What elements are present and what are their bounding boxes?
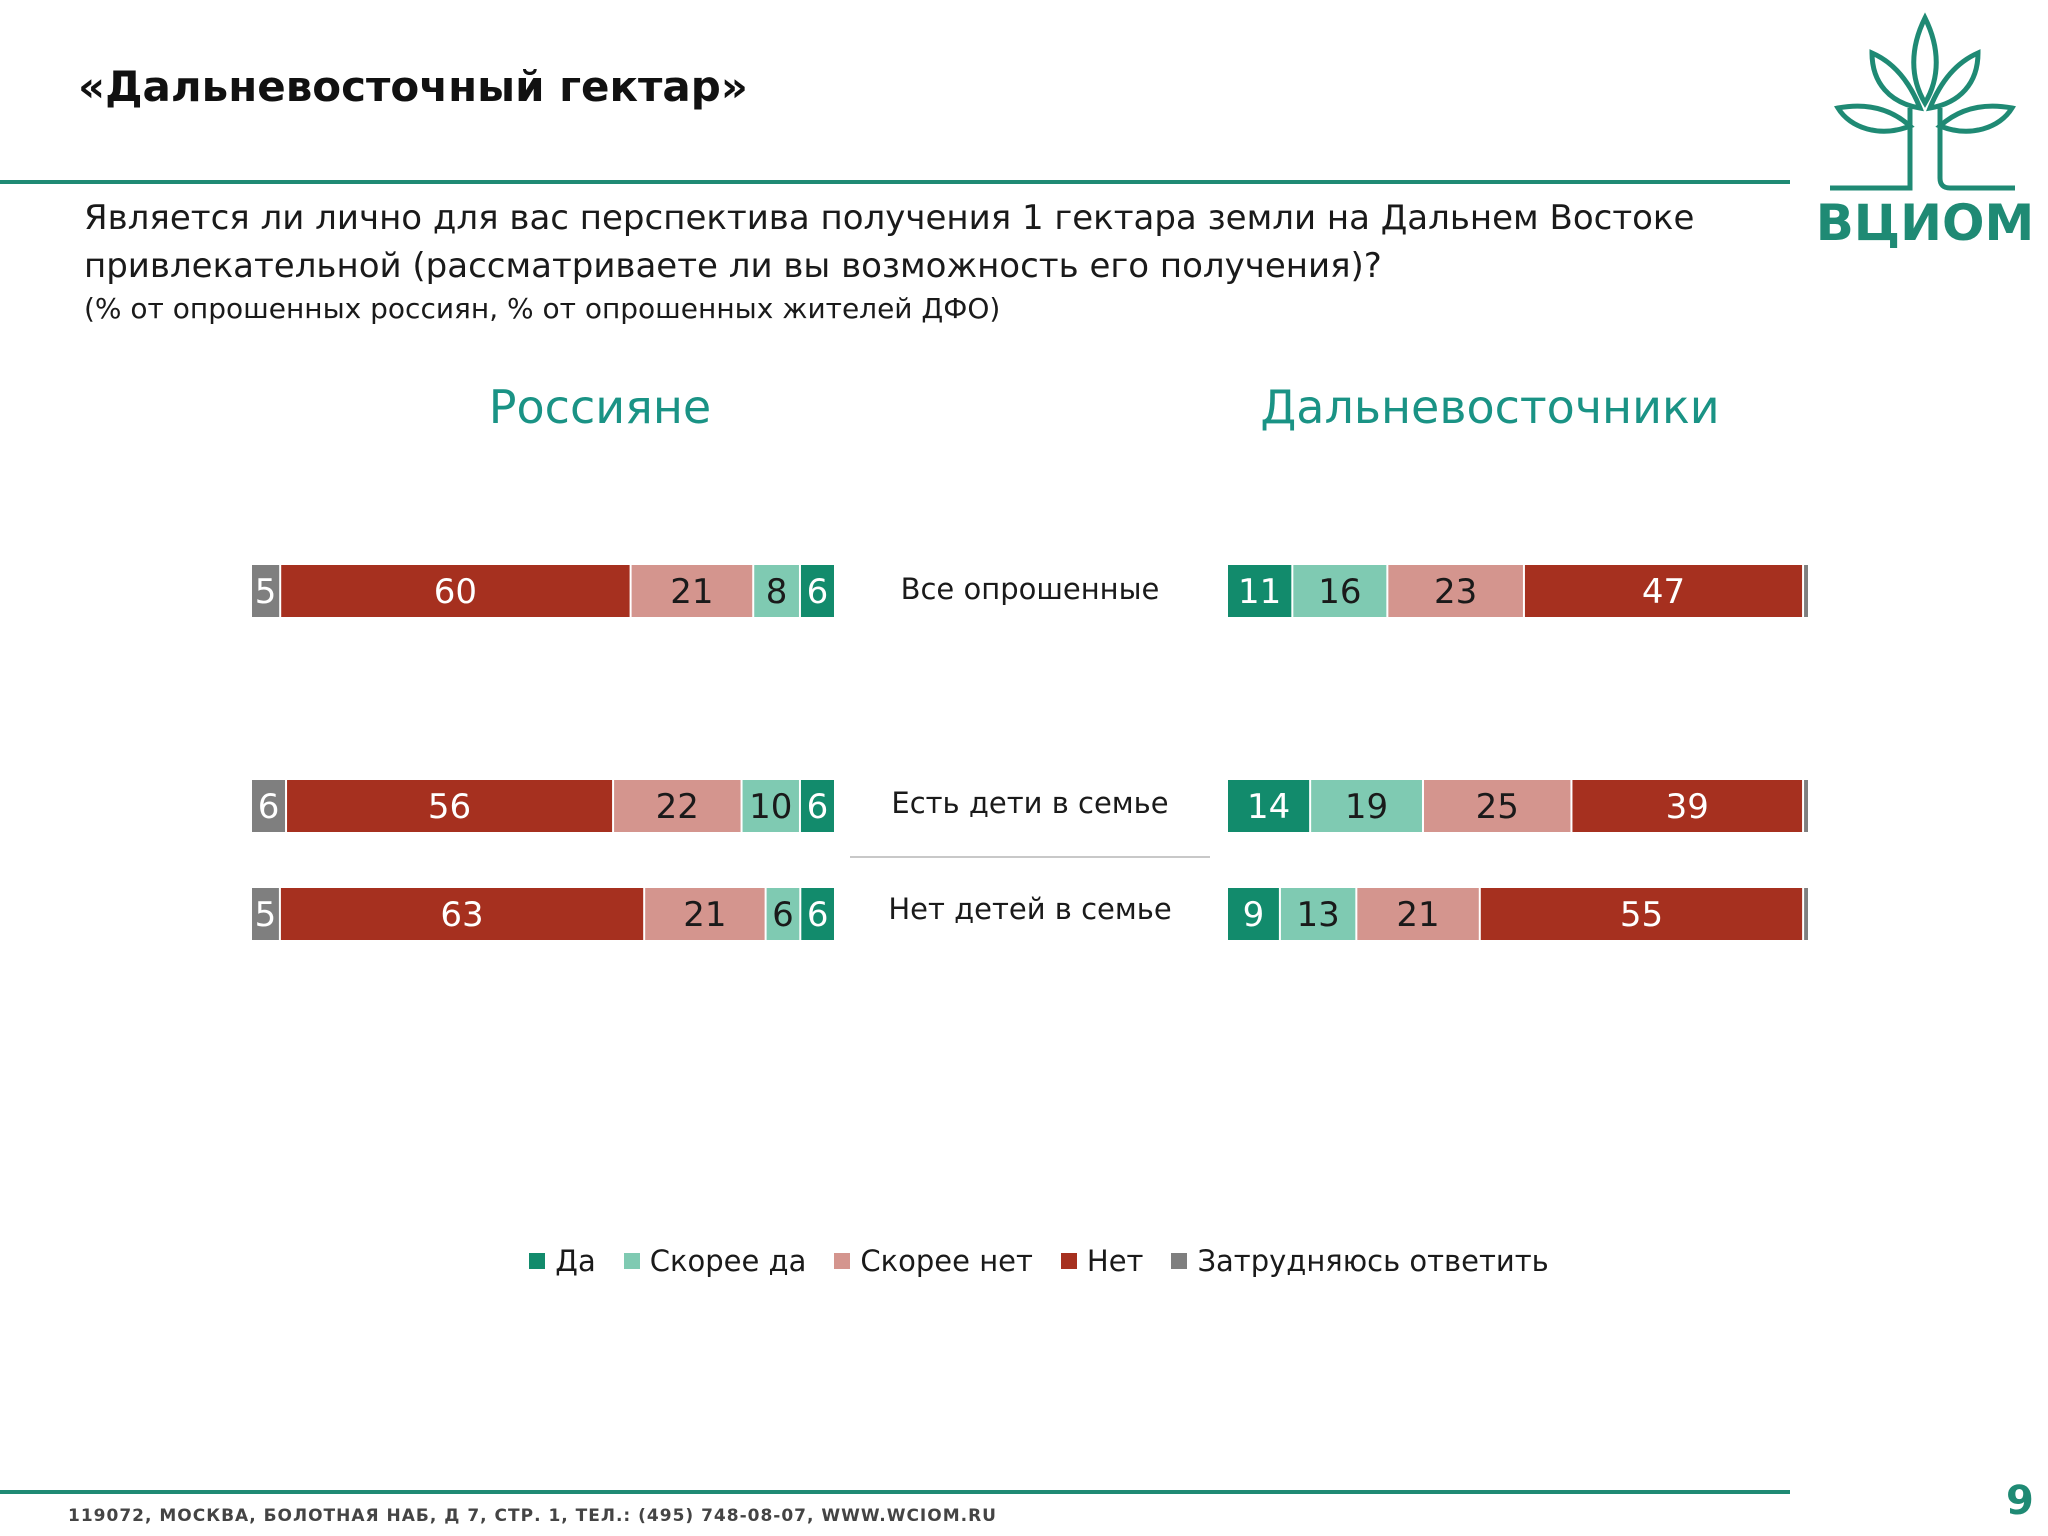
legend-label: Да — [555, 1244, 596, 1278]
bar-value-label: 19 — [1345, 787, 1388, 827]
survey-question: Является ли лично для вас перспектива по… — [84, 194, 1724, 290]
bar-segment — [801, 888, 834, 940]
bar-segment — [252, 780, 286, 832]
bar-segment — [1228, 780, 1310, 832]
legend-label: Нет — [1086, 1244, 1144, 1278]
category-divider — [850, 856, 1210, 858]
bar-segment — [1357, 888, 1479, 940]
bar-value-label: 21 — [683, 895, 726, 935]
legend-label: Скорее нет — [860, 1244, 1033, 1278]
legend-item-no: Нет — [1060, 1244, 1144, 1278]
bar-value-label: 10 — [749, 787, 792, 827]
bar-value-label: 6 — [807, 572, 829, 612]
bar-value-label: 39 — [1666, 787, 1709, 827]
bar-value-label: 6 — [807, 787, 829, 827]
bar-segment — [1280, 888, 1356, 940]
legend-label: Скорее да — [649, 1244, 807, 1278]
question-line-1: Является ли лично для вас перспектива по… — [84, 198, 1695, 238]
tree-icon — [1830, 12, 2017, 191]
bar-segment — [252, 888, 279, 940]
top-divider — [0, 180, 1790, 184]
legend-item-hard-to-say: Затрудняюсь ответить — [1171, 1244, 1549, 1278]
bar-segment — [1804, 888, 1808, 940]
bar-segment — [742, 780, 799, 832]
bar-segment — [287, 780, 613, 832]
bar-segment — [1293, 565, 1387, 617]
bar-value-label: 9 — [1243, 895, 1265, 935]
page-title: «Дальневосточный гектар» — [78, 62, 748, 111]
vciom-logo: ВЦИОМ — [1816, 12, 2035, 248]
bar-value-label: 6 — [807, 895, 829, 935]
category-label-with-children: Есть дети в семье — [891, 786, 1169, 820]
bar-segment — [1228, 888, 1279, 940]
bar-value-label: 23 — [1434, 572, 1477, 612]
bar-value-label: 6 — [258, 787, 280, 827]
bar-segment — [281, 565, 630, 617]
legend-swatch — [1060, 1253, 1077, 1269]
question-subtitle: (% от опрошенных россиян, % от опрошенны… — [84, 292, 1001, 325]
bar-segment — [631, 565, 753, 617]
bar-segment — [800, 565, 834, 617]
panel-title-far-east: Дальневосточники — [1260, 380, 1720, 434]
bar-value-label: 63 — [440, 895, 483, 935]
bar-segment — [645, 888, 765, 940]
bar-value-label: 55 — [1620, 895, 1663, 935]
legend-item-rather-no: Скорее нет — [834, 1244, 1033, 1278]
bar-segment — [252, 565, 280, 617]
bar-value-label: 14 — [1247, 787, 1290, 827]
bar-segment — [1423, 780, 1571, 832]
legend-label: Затрудняюсь ответить — [1197, 1244, 1549, 1278]
bar-value-label: 22 — [656, 787, 699, 827]
bar-segment — [1524, 565, 1803, 617]
footer-address: 119072, МОСКВА, БОЛОТНАЯ НАБ, Д 7, СТР. … — [68, 1506, 997, 1526]
bar-segment — [1388, 565, 1523, 617]
bar-value-label: 60 — [434, 572, 477, 612]
category-label-no-children: Нет детей в семье — [888, 892, 1172, 926]
bar-value-label: 8 — [766, 572, 788, 612]
bar-value-label: 21 — [670, 572, 713, 612]
bar-segment — [754, 565, 799, 617]
bar-segment — [766, 888, 800, 940]
bar-value-label: 5 — [255, 895, 277, 935]
legend-swatch — [529, 1253, 546, 1269]
bar-segment — [1804, 780, 1808, 832]
bar-value-label: 56 — [428, 787, 471, 827]
bar-segment — [280, 888, 644, 940]
page-number: 9 — [2006, 1478, 2034, 1524]
panel-title-russians: Россияне — [488, 380, 712, 434]
legend-swatch — [1171, 1253, 1188, 1269]
bottom-divider — [0, 1490, 1790, 1494]
logo-text: ВЦИОМ — [1816, 194, 2035, 248]
legend-swatch — [623, 1253, 640, 1269]
bar-value-label: 16 — [1318, 572, 1361, 612]
bar-segment — [1480, 888, 1803, 940]
bar-value-label: 47 — [1642, 572, 1685, 612]
bar-value-label: 6 — [772, 895, 794, 935]
bar-value-label: 25 — [1476, 787, 1519, 827]
bar-value-label: 11 — [1238, 572, 1281, 612]
legend-swatch — [834, 1253, 851, 1269]
chart-legend: Да Скорее да Скорее нет Нет Затрудняюсь … — [0, 1244, 2048, 1278]
legend-item-rather-yes: Скорее да — [623, 1244, 807, 1278]
legend-item-yes: Да — [529, 1244, 596, 1278]
bar-segment — [1572, 780, 1803, 832]
bar-segment — [1228, 565, 1292, 617]
question-line-2: привлекательной (рассматриваете ли вы во… — [84, 246, 1382, 286]
bar-value-label: 21 — [1396, 895, 1439, 935]
bar-value-label: 5 — [255, 572, 277, 612]
bar-value-label: 13 — [1296, 895, 1339, 935]
bar-segment — [614, 780, 741, 832]
bar-segment — [1804, 565, 1808, 617]
bar-segment — [1311, 780, 1422, 832]
category-label-all: Все опрошенные — [900, 572, 1160, 606]
bar-segment — [800, 780, 834, 832]
